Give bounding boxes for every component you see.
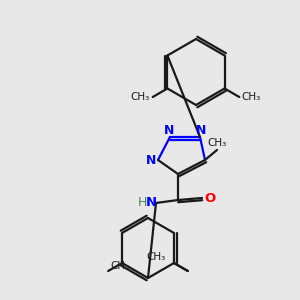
Text: N: N [196,124,206,137]
Text: N: N [146,154,156,166]
Text: H: H [137,196,147,208]
Text: CH₃: CH₃ [147,252,166,262]
Text: N: N [146,196,157,208]
Text: CH₃: CH₃ [207,138,226,148]
Text: CH₃: CH₃ [110,261,129,271]
Text: CH₃: CH₃ [130,92,150,102]
Text: CH₃: CH₃ [241,92,261,102]
Text: N: N [164,124,174,137]
Text: O: O [204,191,216,205]
